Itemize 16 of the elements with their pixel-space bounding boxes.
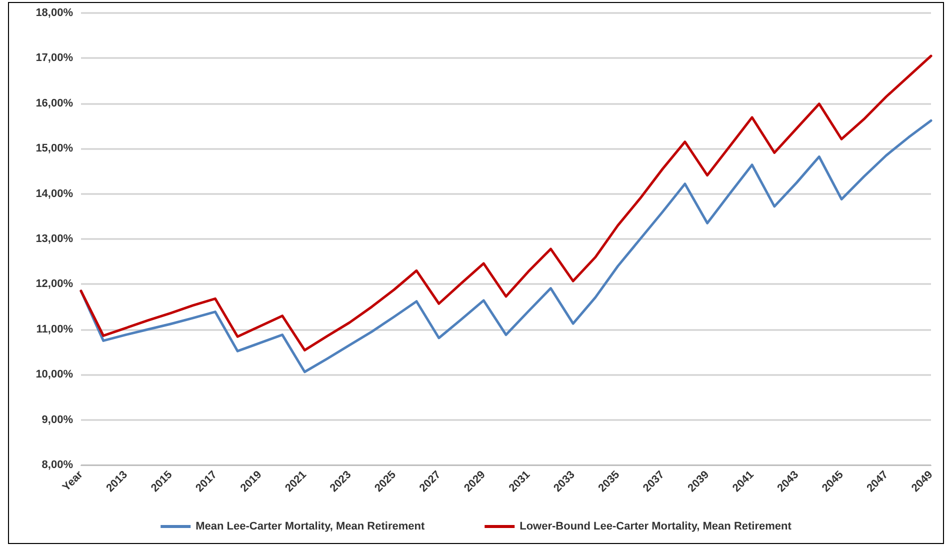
- line-series: [80, 119, 932, 374]
- y-tick-label: 15,00%: [36, 142, 74, 155]
- y-tick-label: 11,00%: [36, 323, 74, 336]
- legend-label: Mean Lee-Carter Mortality, Mean Retirement: [196, 520, 425, 532]
- y-tick-label: 12,00%: [36, 278, 74, 290]
- y-tick-label: 10,00%: [36, 368, 74, 381]
- line-series: [80, 54, 932, 352]
- legend-label: Lower-Bound Lee-Carter Mortality, Mean Retirement: [520, 520, 792, 532]
- y-tick-label: 17,00%: [36, 52, 74, 64]
- y-tick-label: 13,00%: [36, 233, 74, 245]
- y-tick-label: 16,00%: [36, 97, 74, 110]
- x-tick-label: Year: [60, 468, 86, 494]
- y-tick-label: 14,00%: [36, 188, 74, 200]
- y-tick-label: 8,00%: [42, 459, 74, 471]
- y-tick-label: 9,00%: [42, 414, 74, 426]
- y-tick-label: 18,00%: [36, 7, 74, 19]
